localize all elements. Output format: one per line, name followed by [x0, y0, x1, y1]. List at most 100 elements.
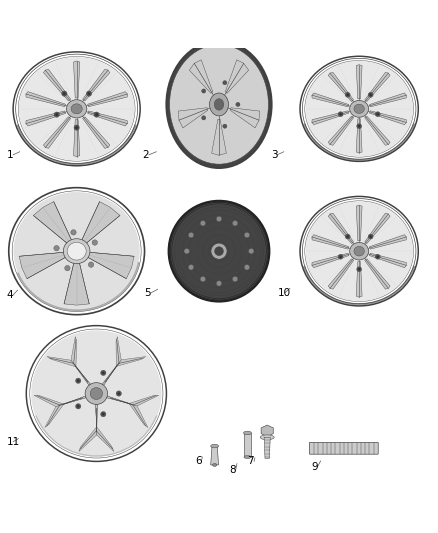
Polygon shape	[107, 395, 159, 406]
Circle shape	[248, 248, 254, 254]
Polygon shape	[83, 69, 110, 101]
Polygon shape	[312, 253, 349, 268]
Circle shape	[188, 232, 194, 238]
Text: 4: 4	[7, 290, 13, 300]
Polygon shape	[88, 111, 127, 126]
Circle shape	[184, 248, 190, 254]
Ellipse shape	[67, 100, 87, 118]
Polygon shape	[77, 251, 134, 279]
Circle shape	[216, 281, 222, 286]
Circle shape	[357, 266, 362, 272]
Ellipse shape	[211, 445, 219, 448]
Polygon shape	[244, 433, 251, 457]
Polygon shape	[34, 395, 86, 407]
Text: 3: 3	[271, 150, 277, 160]
Ellipse shape	[169, 201, 269, 302]
Circle shape	[188, 264, 194, 270]
Circle shape	[95, 113, 98, 116]
Circle shape	[369, 235, 372, 238]
Circle shape	[376, 113, 379, 116]
Polygon shape	[370, 111, 406, 125]
Polygon shape	[107, 396, 148, 427]
Polygon shape	[328, 116, 353, 146]
Circle shape	[54, 112, 60, 117]
Polygon shape	[74, 120, 80, 157]
Circle shape	[86, 91, 92, 96]
Ellipse shape	[350, 243, 369, 260]
Polygon shape	[79, 405, 97, 451]
Polygon shape	[26, 92, 66, 107]
Circle shape	[62, 91, 67, 96]
Polygon shape	[64, 251, 89, 305]
Polygon shape	[102, 357, 146, 385]
Ellipse shape	[170, 45, 268, 164]
Polygon shape	[43, 69, 71, 101]
Ellipse shape	[19, 57, 134, 160]
Polygon shape	[312, 111, 349, 125]
Text: 2: 2	[142, 150, 149, 160]
Circle shape	[375, 254, 380, 259]
Circle shape	[74, 125, 79, 130]
Polygon shape	[225, 60, 249, 93]
Circle shape	[201, 89, 206, 93]
Polygon shape	[356, 262, 362, 297]
Polygon shape	[370, 253, 406, 268]
Polygon shape	[212, 119, 226, 155]
Ellipse shape	[173, 49, 265, 160]
Circle shape	[368, 234, 373, 239]
Circle shape	[339, 113, 342, 116]
Circle shape	[71, 230, 76, 235]
Ellipse shape	[71, 104, 82, 114]
Ellipse shape	[14, 192, 140, 310]
Text: 8: 8	[229, 465, 236, 475]
Polygon shape	[26, 111, 66, 126]
Circle shape	[358, 125, 360, 127]
Ellipse shape	[85, 383, 108, 405]
Ellipse shape	[244, 431, 251, 435]
Polygon shape	[88, 92, 127, 107]
Circle shape	[200, 221, 206, 226]
Text: 7: 7	[247, 456, 254, 466]
Polygon shape	[356, 64, 362, 99]
FancyBboxPatch shape	[309, 442, 378, 454]
Text: 1: 1	[7, 150, 13, 160]
Polygon shape	[328, 259, 353, 289]
Polygon shape	[77, 201, 120, 251]
Polygon shape	[365, 213, 390, 244]
Circle shape	[346, 235, 349, 238]
Circle shape	[376, 255, 379, 258]
Circle shape	[358, 268, 360, 271]
Circle shape	[375, 112, 380, 117]
Circle shape	[77, 405, 79, 408]
Circle shape	[117, 392, 120, 395]
Polygon shape	[370, 93, 406, 107]
Circle shape	[232, 221, 238, 226]
Polygon shape	[230, 108, 260, 128]
Polygon shape	[71, 337, 91, 385]
Text: 11: 11	[7, 437, 20, 447]
Polygon shape	[365, 72, 390, 101]
Circle shape	[369, 93, 372, 96]
Ellipse shape	[31, 330, 162, 457]
Circle shape	[223, 80, 227, 85]
Ellipse shape	[211, 243, 227, 259]
Circle shape	[55, 113, 58, 116]
Polygon shape	[33, 201, 77, 251]
Circle shape	[244, 232, 250, 238]
Polygon shape	[312, 235, 349, 249]
Circle shape	[368, 92, 373, 97]
Polygon shape	[178, 108, 208, 128]
Ellipse shape	[209, 93, 229, 116]
Circle shape	[223, 124, 227, 128]
Circle shape	[92, 240, 98, 245]
Polygon shape	[328, 213, 353, 244]
Polygon shape	[261, 425, 273, 437]
Circle shape	[201, 116, 206, 120]
Ellipse shape	[64, 239, 90, 264]
Polygon shape	[102, 337, 121, 385]
Polygon shape	[365, 259, 390, 289]
Circle shape	[338, 112, 343, 117]
Ellipse shape	[166, 41, 272, 168]
Polygon shape	[328, 72, 353, 101]
Circle shape	[54, 246, 59, 251]
